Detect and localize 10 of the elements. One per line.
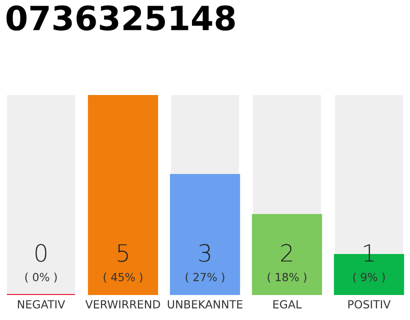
- data-label: 5 ( 45% ): [104, 244, 142, 283]
- data-label: 0 ( 0% ): [25, 244, 57, 283]
- x-tick-label: UNBEKANNTE: [168, 300, 242, 308]
- data-label: 3 ( 27% ): [186, 244, 224, 283]
- x-tick-label: EGAL: [273, 300, 302, 308]
- x-tick-label: VERWIRREND: [85, 300, 160, 308]
- x-tick-label: POSITIV: [348, 300, 391, 308]
- data-label: 2 ( 18% ): [268, 244, 306, 283]
- chart-title: 0736325148: [6, 5, 235, 31]
- x-tick-label: NEGATIV: [18, 300, 66, 308]
